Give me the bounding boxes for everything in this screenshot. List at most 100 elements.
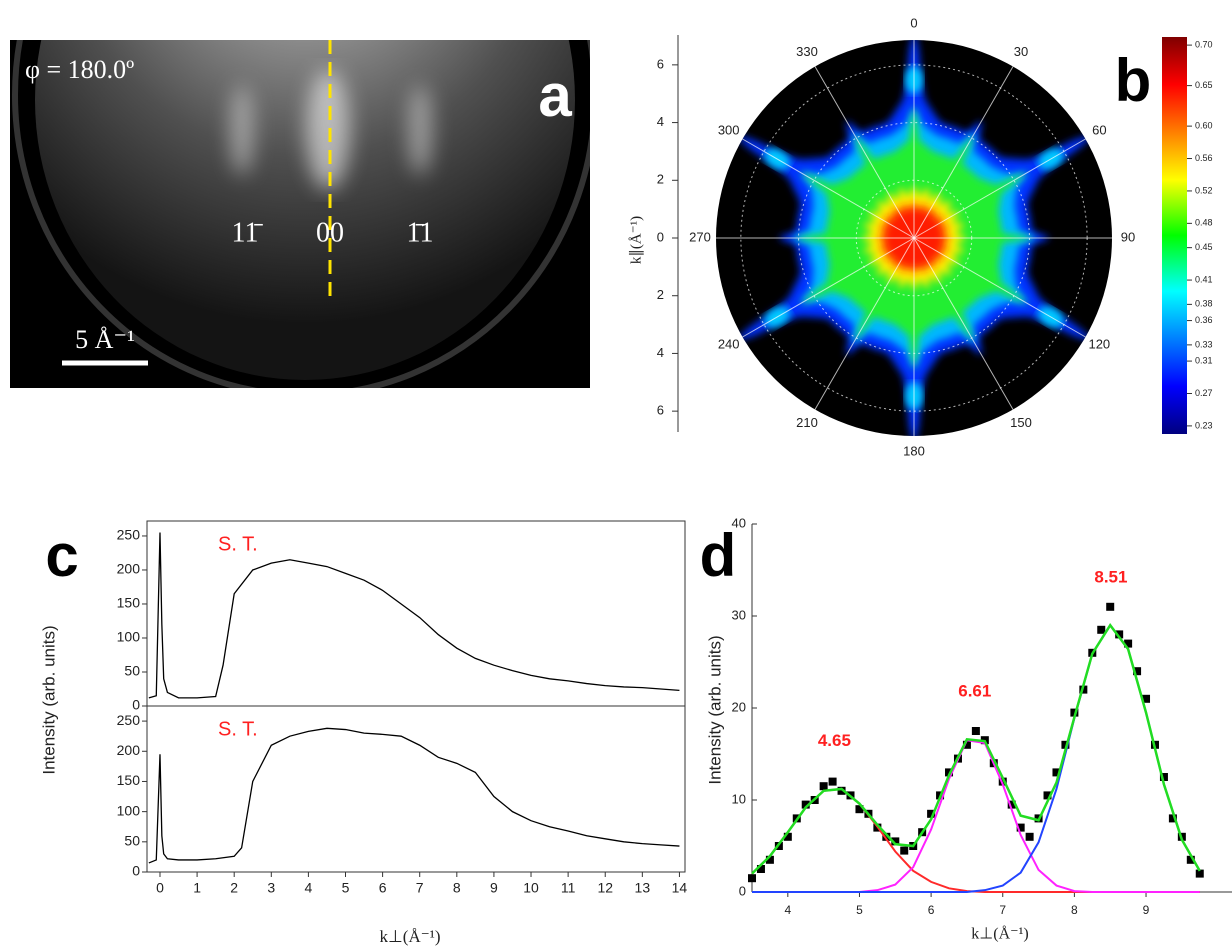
data-point <box>998 777 1007 786</box>
data-point <box>1025 832 1034 841</box>
x-tick-label: 8 <box>453 880 461 896</box>
angle-tick-label: 90 <box>1121 229 1135 244</box>
y-tick-label: 150 <box>117 595 141 611</box>
y-tick-label: 20 <box>732 699 746 714</box>
y-tick-label: 50 <box>124 663 140 679</box>
angle-tick-label: 330 <box>796 44 818 59</box>
polar-spoke <box>742 138 915 239</box>
x-tick-label: 12 <box>597 880 613 896</box>
annotation: S. T. <box>218 718 258 740</box>
data-point <box>1097 625 1106 634</box>
colorbar-tick-label: 0.65 <box>1195 80 1213 90</box>
y-axis-label: Intensity (arb. units) <box>705 635 724 784</box>
x-tick-label: 13 <box>635 880 651 896</box>
colorbar-tick-label: 0.38 <box>1195 299 1213 309</box>
angle-tick-label: 210 <box>796 415 818 430</box>
y-tick-label: 100 <box>117 629 141 645</box>
x-tick-label: 11 <box>561 880 576 896</box>
y-tick-label: 2 <box>657 172 664 187</box>
data-point <box>748 874 756 883</box>
y-tick-label: 0 <box>132 697 140 713</box>
polar-spoke <box>913 66 1014 239</box>
colorbar-tick-label: 0.41 <box>1195 274 1213 284</box>
polar-spoke <box>814 66 915 239</box>
y-tick-label: 40 <box>732 515 746 530</box>
colorbar-tick-label: 0.70 <box>1195 39 1213 49</box>
colorbar-tick-label: 0.56 <box>1195 153 1213 163</box>
y-tick-label: 6 <box>657 403 664 418</box>
y-tick-label: 30 <box>732 607 746 622</box>
data-point <box>1115 630 1124 639</box>
data-point <box>1061 740 1070 749</box>
y-axis-label: k∥(Å⁻¹) <box>628 216 644 264</box>
y-tick-label: 100 <box>117 802 141 818</box>
x-tick-label: 4 <box>784 903 791 917</box>
polar-spoke <box>913 138 1086 239</box>
y-tick-label: 150 <box>117 772 141 788</box>
fit-curve <box>751 622 1201 875</box>
x-tick-label: 9 <box>1143 903 1150 917</box>
y-axis-label: Intensity (arb. units) <box>39 625 58 774</box>
y-tick-label: 50 <box>124 833 140 849</box>
x-tick-label: 6 <box>928 903 935 917</box>
y-tick-label: 6 <box>657 56 664 71</box>
x-tick-label: 2 <box>230 880 238 896</box>
colorbar-tick-label: 0.60 <box>1195 120 1213 130</box>
y-tick-label: 4 <box>657 345 664 360</box>
x-tick-label: 10 <box>523 880 539 896</box>
y-tick-label: 200 <box>117 742 141 758</box>
x-tick-label: 6 <box>379 880 387 896</box>
colorbar-tick-label: 0.31 <box>1195 355 1213 365</box>
colorbar-tick-label: 0.36 <box>1195 315 1213 325</box>
y-tick-label: 10 <box>732 791 746 806</box>
annotation: 1̄1 <box>407 217 434 248</box>
x-tick-label: 14 <box>672 880 688 896</box>
angle-tick-label: 60 <box>1092 122 1106 137</box>
data-point <box>900 846 909 855</box>
data-point <box>927 809 936 818</box>
annotation: 11̄ <box>232 217 264 248</box>
fit-curve <box>751 787 1200 893</box>
colorbar-tick-label: 0.23 <box>1195 420 1213 430</box>
data-point <box>1124 639 1133 648</box>
x-tick-label: 5 <box>342 880 350 896</box>
angle-tick-label: 300 <box>718 122 740 137</box>
colorbar-tick-label: 0.48 <box>1195 218 1213 228</box>
data-point <box>1142 694 1151 703</box>
data-point <box>1133 667 1142 676</box>
panel-label: c <box>45 522 78 589</box>
colorbar-tick-label: 0.52 <box>1195 185 1213 195</box>
panel-label: a <box>538 62 572 129</box>
data-point <box>765 855 774 864</box>
data-point <box>1007 800 1016 809</box>
polar-spoke <box>913 237 1014 410</box>
data-point <box>783 832 792 841</box>
x-tick-label: 9 <box>490 880 498 896</box>
colorbar-tick-label: 0.33 <box>1195 339 1213 349</box>
y-tick-label: 4 <box>657 114 664 129</box>
data-point <box>837 786 846 795</box>
annotation: S. T. <box>218 533 258 555</box>
data-point <box>1168 814 1177 823</box>
angle-tick-label: 30 <box>1014 44 1028 59</box>
diffraction-pattern <box>12 40 590 388</box>
x-tick-label: 7 <box>416 880 424 896</box>
annotation: 00 <box>316 217 344 248</box>
angle-tick-label: 150 <box>1010 415 1032 430</box>
peak-label: 6.61 <box>958 682 991 701</box>
data-point <box>962 740 971 749</box>
line-series <box>148 727 680 864</box>
colorbar <box>1162 37 1187 434</box>
data-point <box>855 805 864 814</box>
data-point <box>882 832 891 841</box>
y-tick-label: 2 <box>657 287 664 302</box>
y-tick-label: 250 <box>117 527 141 543</box>
data-point <box>1043 791 1052 800</box>
angle-tick-label: 180 <box>903 443 925 458</box>
angle-tick-label: 0 <box>910 15 917 30</box>
polar-spoke <box>742 237 915 338</box>
x-axis-label: k⊥(Å⁻¹) <box>380 927 441 946</box>
fit-curve <box>752 739 1200 893</box>
x-tick-label: 3 <box>267 880 275 896</box>
